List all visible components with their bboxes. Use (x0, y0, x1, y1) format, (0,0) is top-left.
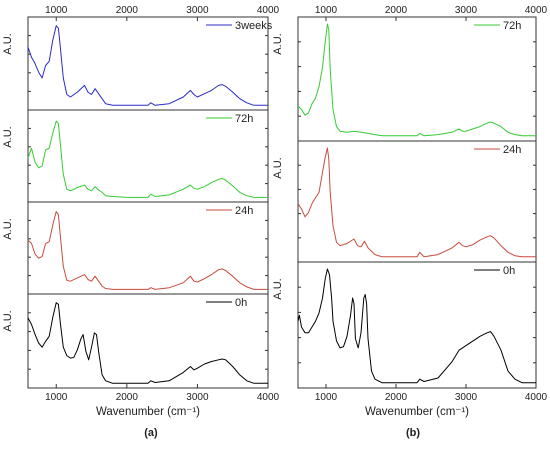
x-tick-label-bottom: 3000 (186, 392, 209, 403)
spectrum-line-24h (27, 211, 268, 290)
x-tick-label-bottom: 2000 (385, 392, 408, 403)
spectrum-line-24h (297, 147, 536, 258)
chart-panel-a: 1000 1000 2000 2000 3000 3000 4000 4000 Wavenumb… (2, 5, 280, 439)
spectrum-line-3weeks (27, 25, 268, 106)
x-tick-label-bottom: 3000 (455, 392, 478, 403)
legend-label: 24h (235, 205, 253, 217)
legend-label: 24h (503, 144, 521, 156)
x-tick-label-top: 1000 (45, 5, 68, 16)
spectrum-line-72h (297, 23, 536, 137)
y-axis-label: A.U. (272, 278, 284, 299)
y-axis-label: A.U. (2, 33, 14, 54)
x-tick-label-bottom: 1000 (45, 392, 68, 403)
legend-label: 72h (503, 20, 521, 32)
x-axis-title: Wavenumber (cm⁻¹) (365, 406, 469, 418)
chart-panel-b: 1000 1000 2000 2000 3000 3000 4000 4000 Wavenumb… (272, 5, 548, 439)
x-tick-label-top: 3000 (186, 5, 209, 16)
panel-label: (b) (406, 427, 420, 439)
legend-label: 72h (235, 113, 253, 125)
x-tick-label-top: 1000 (315, 5, 338, 16)
y-axis-label: A.U. (272, 157, 284, 178)
panel-label: (a) (144, 427, 158, 439)
x-axis-title: Wavenumber (cm⁻¹) (96, 406, 200, 418)
x-tick-label-top: 2000 (116, 5, 139, 16)
x-tick-label-top: 4000 (257, 5, 280, 16)
spectrum-line-72h (27, 120, 268, 198)
y-axis-label: A.U. (272, 33, 284, 54)
legend-label: 0h (235, 297, 247, 309)
legend-label: 0h (503, 265, 515, 277)
y-axis-label: A.U. (2, 218, 14, 239)
x-tick-label-bottom: 2000 (116, 392, 139, 403)
x-tick-label-bottom: 4000 (525, 392, 548, 403)
spectrum-line-0h (297, 268, 536, 384)
plot-frame (297, 16, 537, 389)
x-tick-label-bottom: 1000 (315, 392, 338, 403)
x-tick-label-top: 3000 (455, 5, 478, 16)
x-tick-label-top: 4000 (525, 5, 548, 16)
x-tick-label-bottom: 4000 (257, 392, 280, 403)
x-tick-label-top: 2000 (385, 5, 408, 16)
y-axis-label: A.U. (2, 126, 14, 147)
legend-label: 3weeks (235, 20, 273, 32)
spectrum-line-0h (27, 302, 268, 384)
y-axis-label: A.U. (2, 310, 14, 331)
